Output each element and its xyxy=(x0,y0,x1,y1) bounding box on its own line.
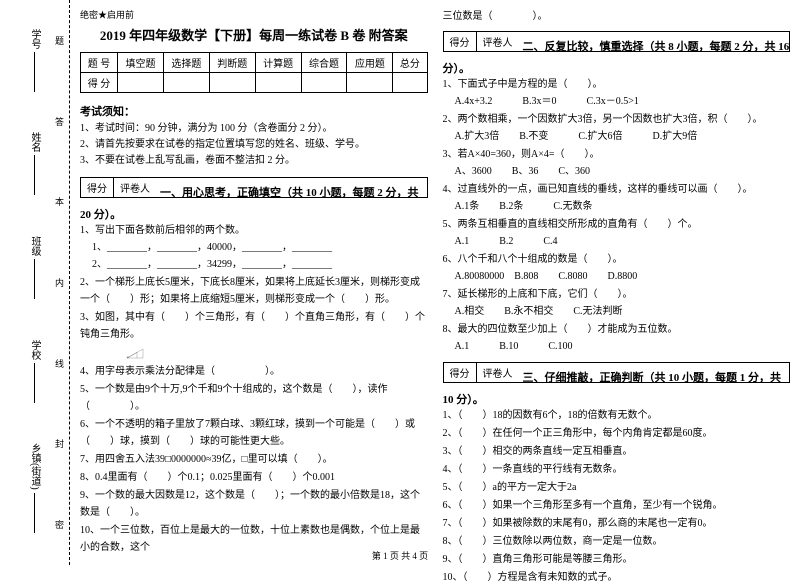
notice-item: 1、考试时间：90 分钟，满分为 100 分（含卷面分 2 分）。 xyxy=(80,121,428,137)
question-item: 7、用四舍五入法39□0000000≈39亿，□里可以填（ ）。 xyxy=(80,451,428,468)
option-row: A.扩大3倍 B.不变 C.扩大6倍 D.扩大9倍 xyxy=(455,129,791,145)
table-row: 题 号 填空题 选择题 判断题 计算题 综合题 应用题 总分 xyxy=(81,53,428,73)
section2-title-cont: 分）。 xyxy=(443,60,791,76)
question-item: 6、八个千和八个十组成的数是（ ）。 xyxy=(443,251,791,268)
sub-item: 2、________，________，34299，________，_____… xyxy=(92,257,428,273)
question-item: 8、0.4里面有（ ）个0.1；0.025里面有（ ）个0.001 xyxy=(80,469,428,486)
question-item: 3、若A×40=360，则A×4=（ ）。 xyxy=(443,146,791,163)
question-item: 1、（ ）18的因数有6个，18的倍数有无数个。 xyxy=(443,407,791,424)
question-item: 5、两条互相垂直的直线相交所形成的直角有（ ）个。 xyxy=(443,216,791,233)
binding-column: 学号 姓名 班级 学校 乡镇(街道) 题 答 本 内 线 封 密 xyxy=(0,0,70,565)
question-item: 7、（ ）如果被除数的末尾有0，那么商的末尾也一定有0。 xyxy=(443,515,791,532)
score-table: 题 号 填空题 选择题 判断题 计算题 综合题 应用题 总分 得 分 xyxy=(80,52,428,93)
section3-title: 三、仔细推敲，正确判断（共 10 小题，每题 1 分，共 xyxy=(523,369,791,385)
notice-header: 考试须知： xyxy=(80,103,428,119)
question-item: 5、一个数是由9个十万,9个千和9个十组成的，这个数是（ ），读作（ ）。 xyxy=(80,381,428,415)
triangle-figure xyxy=(90,348,180,359)
section1-title-cont: 20 分）。 xyxy=(80,206,428,222)
binding-field-xingming: 姓名 xyxy=(27,132,42,198)
question-item: 2、一个梯形上底长5厘米，下底长8厘米，如果将上底延长3厘米，则梯形变成一个（ … xyxy=(80,274,428,308)
table-row: 得 分 xyxy=(81,73,428,93)
sub-item: 1、________，________，40000，________，_____… xyxy=(92,240,428,256)
secret-label: 绝密★启用前 xyxy=(80,8,428,21)
question-item: 4、过直线外的一点，画已知直线的垂线，这样的垂线可以画（ ）。 xyxy=(443,181,791,198)
question-item: 4、（ ）一条直线的平行线有无数条。 xyxy=(443,461,791,478)
question-item: 3、如图，其中有（ ）个三角形，有（ ）个直角三角形，有（ ）个钝角三角形。 xyxy=(80,309,428,343)
notice-list: 1、考试时间：90 分钟，满分为 100 分（含卷面分 2 分）。 2、请首先按… xyxy=(80,121,428,169)
binding-field-banji: 班级 xyxy=(27,236,42,302)
question-item: 1、写出下面各数前后相邻的两个数。 xyxy=(80,222,428,239)
section2-questions: 1、下面式子中是方程的是（ ）。 A.4x+3.2 B.3x＝0 C.3x－0.… xyxy=(443,76,791,356)
question-item: 2、（ ）在任何一个正三角形中，每个内角肯定都是60度。 xyxy=(443,425,791,442)
option-row: A.1条 B.2条 C.无数条 xyxy=(455,199,791,215)
section1-questions-cont: 4、用字母表示乘法分配律是（ ）。 5、一个数是由9个十万,9个千和9个十组成的… xyxy=(80,363,428,557)
option-row: A.80080000 B.808 C.8080 D.8800 xyxy=(455,269,791,285)
section1-questions: 1、写出下面各数前后相邻的两个数。 1、________，________，40… xyxy=(80,222,428,344)
question-item: 9、（ ）直角三角形可能是等腰三角形。 xyxy=(443,551,791,568)
page-footer: 第 1 页 共 4 页 xyxy=(372,549,428,562)
col2-top: 三位数是（ ）。 xyxy=(443,8,791,25)
section3-questions: 1、（ ）18的因数有6个，18的倍数有无数个。 2、（ ）在任何一个正三角形中… xyxy=(443,407,791,587)
section2-title: 二、反复比较，慎重选择（共 8 小题，每题 2 分，共 16 xyxy=(523,38,791,54)
question-item: 8、（ ）三位数除以两位数，商一定是一位数。 xyxy=(443,533,791,550)
left-column: 绝密★启用前 2019 年四年级数学【下册】每周一练试卷 B 卷 附答案 题 号… xyxy=(80,8,428,557)
question-item: 6、（ ）如果一个三角形至多有一个直角，至少有一个锐角。 xyxy=(443,497,791,514)
main-content: 绝密★启用前 2019 年四年级数学【下册】每周一练试卷 B 卷 附答案 题 号… xyxy=(70,0,800,565)
option-row: A.1 B.10 C.100 xyxy=(455,339,791,355)
option-row: A、3600 B、36 C、360 xyxy=(455,164,791,180)
paper-title: 2019 年四年级数学【下册】每周一练试卷 B 卷 附答案 xyxy=(80,25,428,44)
question-item: 10、（ ）方程是含有未知数的式子。 xyxy=(443,569,791,586)
section1-title: 一、用心思考，正确填空（共 10 小题，每题 2 分，共 xyxy=(160,184,428,200)
vertical-markers: 题 答 本 内 线 封 密 xyxy=(55,0,64,565)
question-item: 1、下面式子中是方程的是（ ）。 xyxy=(443,76,791,93)
binding-field-xiangzhen: 乡镇(街道) xyxy=(27,443,42,536)
section3-title-cont: 10 分）。 xyxy=(443,391,791,407)
question-item: 6、一个不透明的箱子里放了7颗白球、3颗红球，摸到一个可能是（ ）或（ ）球，摸… xyxy=(80,416,428,450)
question-item: 4、用字母表示乘法分配律是（ ）。 xyxy=(80,363,428,380)
notice-item: 3、不要在试卷上乱写乱画，卷面不整洁扣 2 分。 xyxy=(80,153,428,169)
question-item: 8、最大的四位数至少加上（ ）才能成为五位数。 xyxy=(443,321,791,338)
question-item: 5、（ ）a的平方一定大于2a xyxy=(443,479,791,496)
binding-field-xuexiao: 学校 xyxy=(27,340,42,406)
option-row: A.1 B.2 C.4 xyxy=(455,234,791,250)
question-item: 3、（ ）相交的两条直线一定互相垂直。 xyxy=(443,443,791,460)
option-row: A.4x+3.2 B.3x＝0 C.3x－0.5>1 xyxy=(455,94,791,110)
notice-item: 2、请首先按要求在试卷的指定位置填写您的姓名、班级、学号。 xyxy=(80,137,428,153)
question-item: 2、两个数相乘，一个因数扩大3倍，另一个因数也扩大3倍，积（ ）。 xyxy=(443,111,791,128)
right-column: 三位数是（ ）。 得分 评卷人 二、反复比较，慎重选择（共 8 小题，每题 2 … xyxy=(443,8,791,557)
question-item: 7、延长梯形的上底和下底，它们（ ）。 xyxy=(443,286,791,303)
question-item: 9、一个数的最大因数是12，这个数是（ ）；一个数的最小倍数是18，这个数是（ … xyxy=(80,487,428,521)
option-row: A.相交 B.永不相交 C.无法判断 xyxy=(455,304,791,320)
binding-field-xuehao: 学号 xyxy=(27,29,42,95)
